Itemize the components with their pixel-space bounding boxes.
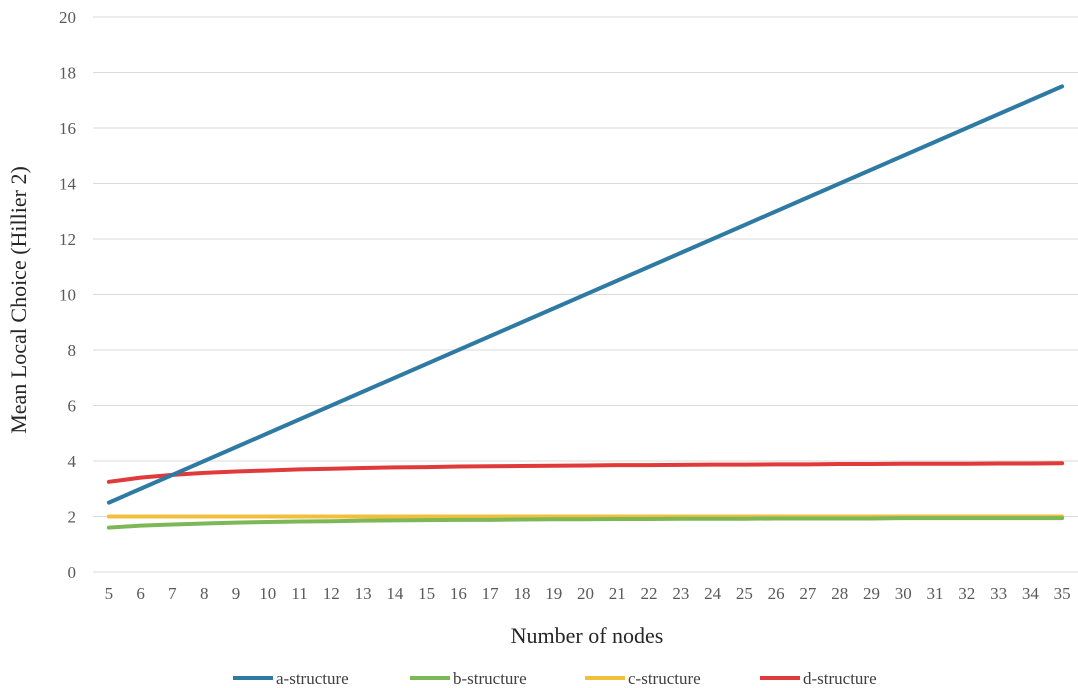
series-line-b-structure: [106, 516, 1065, 530]
legend: a-structure b-structure c-structure d-struc…: [233, 669, 877, 688]
series-lines: [106, 84, 1065, 530]
x-tick-label: 9: [232, 584, 241, 603]
x-tick-label: 31: [927, 584, 944, 603]
x-tick-label: 22: [641, 584, 658, 603]
x-tick-label: 27: [799, 584, 817, 603]
x-tick-label: 24: [704, 584, 722, 603]
x-tick-label: 18: [513, 584, 530, 603]
x-tick-label: 16: [450, 584, 467, 603]
y-tick-label: 0: [68, 563, 77, 582]
x-axis-ticks: 5 6 7 8 9 10 11 12 13 14 15 16 17 18 19 20 21 22 23 24 25 26 2…: [105, 584, 1071, 603]
x-tick-label: 32: [958, 584, 975, 603]
legend-label-a-structure: a-structure: [276, 669, 349, 688]
x-tick-label: 19: [545, 584, 562, 603]
x-tick-label: 34: [1022, 584, 1040, 603]
x-tick-label: 26: [768, 584, 785, 603]
x-tick-label: 28: [831, 584, 848, 603]
x-tick-label: 12: [323, 584, 340, 603]
y-tick-label: 20: [59, 8, 76, 27]
y-axis-ticks: 0 2 4 6 8 10 12 14 16 18 20: [59, 8, 77, 582]
x-tick-label: 8: [200, 584, 209, 603]
legend-label-b-structure: b-structure: [453, 669, 527, 688]
x-tick-label: 17: [482, 584, 500, 603]
x-tick-label: 7: [168, 584, 177, 603]
x-tick-label: 33: [990, 584, 1007, 603]
series-line-d-structure: [106, 461, 1065, 484]
y-tick-label: 14: [59, 175, 77, 194]
y-tick-label: 4: [68, 452, 77, 471]
y-tick-label: 2: [68, 508, 77, 527]
y-tick-label: 18: [59, 64, 76, 83]
y-tick-label: 6: [68, 397, 77, 416]
x-tick-label: 11: [291, 584, 307, 603]
x-tick-label: 15: [418, 584, 435, 603]
x-tick-label: 25: [736, 584, 753, 603]
x-axis-title: Number of nodes: [511, 623, 664, 648]
y-tick-label: 16: [59, 119, 76, 138]
y-tick-label: 8: [68, 341, 77, 360]
y-tick-label: 10: [59, 286, 76, 305]
x-tick-label: 21: [609, 584, 626, 603]
x-tick-label: 10: [259, 584, 276, 603]
x-tick-label: 23: [672, 584, 689, 603]
x-tick-label: 29: [863, 584, 880, 603]
series-line-a-structure: [106, 84, 1065, 505]
x-tick-label: 14: [386, 584, 404, 603]
x-tick-label: 6: [136, 584, 145, 603]
x-tick-label: 35: [1054, 584, 1071, 603]
y-tick-label: 12: [59, 230, 76, 249]
y-axis-title: Mean Local Choice (Hillier 2): [6, 166, 31, 434]
x-tick-label: 30: [895, 584, 912, 603]
legend-label-c-structure: c-structure: [628, 669, 701, 688]
x-tick-label: 13: [355, 584, 372, 603]
legend-label-d-structure: d-structure: [803, 669, 877, 688]
x-tick-label: 20: [577, 584, 594, 603]
x-tick-label: 5: [105, 584, 114, 603]
